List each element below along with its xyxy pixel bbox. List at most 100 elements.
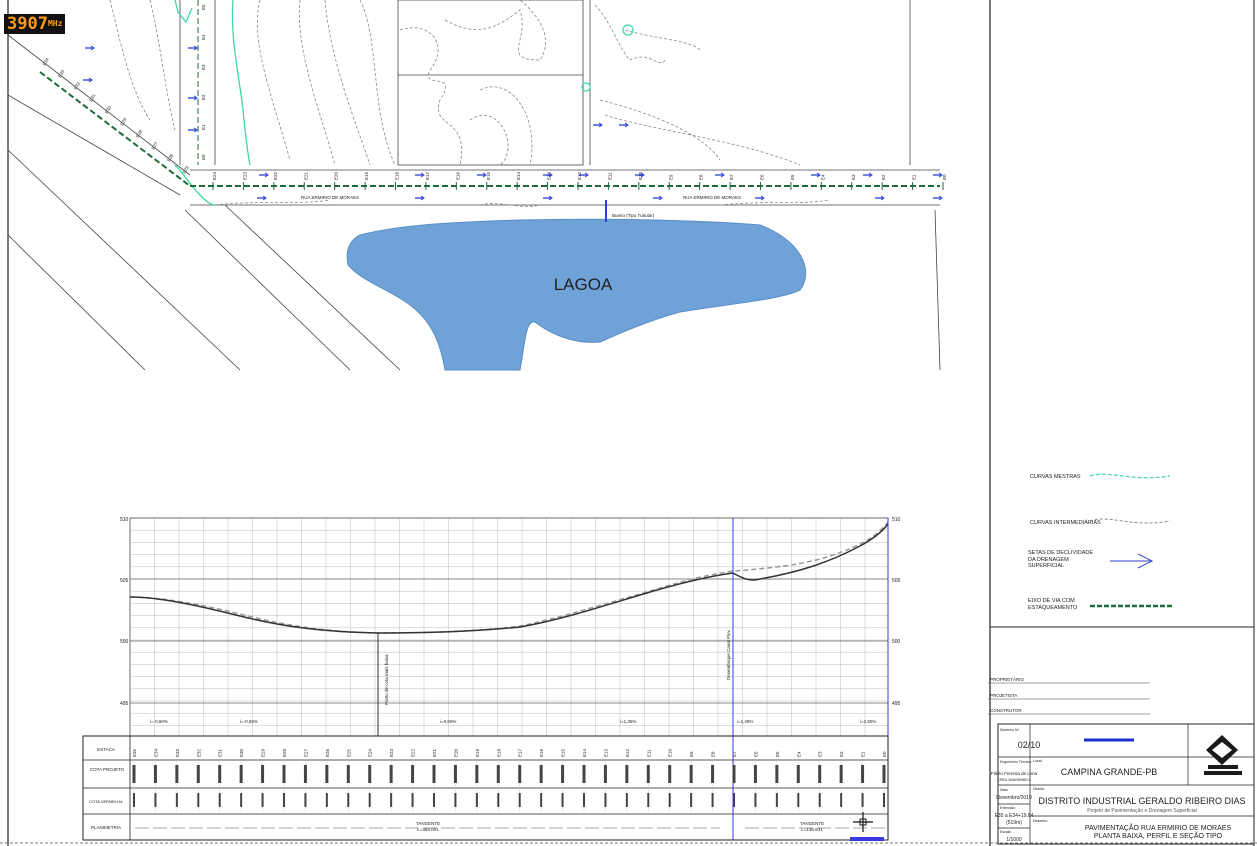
cut-value-mark <box>561 793 564 807</box>
table-station-label: E28 <box>282 748 287 757</box>
drainage-arrow-head <box>880 195 885 201</box>
row-label-planimetry: PLANIMETRIA <box>91 825 121 830</box>
drainage-arrow-head <box>193 95 198 101</box>
road-edge <box>7 234 146 371</box>
cut-value-mark <box>240 793 243 807</box>
table-station-label: E11 <box>646 749 651 757</box>
company-logo <box>1204 735 1242 775</box>
contours-intermediate <box>109 0 831 207</box>
station-label: E20 <box>334 171 339 180</box>
culvert-note: Bueiro (Tipo Tubular) <box>612 213 655 218</box>
table-station-label: E35 <box>132 748 137 757</box>
table-station-label: E13 <box>603 748 608 757</box>
table-station-label: E0 <box>882 751 887 757</box>
drainage-arrow-head <box>640 172 645 178</box>
station-label: E16 <box>455 171 460 180</box>
road-edge <box>7 94 181 196</box>
table-station-label: E30 <box>239 748 244 757</box>
station-label: E14 <box>516 171 521 180</box>
elevation-value-mark <box>882 765 886 783</box>
cut-value-mark <box>647 793 650 807</box>
elevation-value-mark <box>132 765 136 783</box>
elevation-value-mark <box>496 765 500 783</box>
place-value: CAMPINA GRANDE-PB <box>1061 767 1158 777</box>
station-label: E26 <box>166 153 175 163</box>
station-labels-vertical: E0 E1 E2 E3 E4 E5 <box>201 4 206 160</box>
elevation-value-mark <box>668 765 672 783</box>
table-station-label: E4 <box>796 751 801 757</box>
station-label: E13 <box>547 171 552 180</box>
elevation-value-mark <box>175 765 179 783</box>
station-labels-diag: E34 E33 E32 E31 E30 E29 E28 E27 E26 E25 <box>42 57 191 175</box>
station-label: E9 <box>668 174 673 180</box>
cut-value-mark <box>390 793 393 807</box>
station-label: E17 <box>425 171 430 180</box>
elevation-value-mark <box>196 765 200 783</box>
planimetry-tangent-2: TANGENTE <box>800 821 824 826</box>
table-station-label: E3 <box>818 751 823 757</box>
legend-label-intermediate: CURVAS INTERMEDIÁRIAS <box>1030 519 1101 526</box>
table-columns: E35 E34 E33 E32 E31 E30 E29 E28 E27 E26 E25 E24 E23 E… <box>132 748 887 814</box>
drainage-arrow-head <box>624 122 629 128</box>
date-label: Data: <box>1000 788 1008 792</box>
cpu-frequency-overlay: 3907MHz <box>4 14 66 34</box>
cut-value-mark <box>625 793 628 807</box>
station-label: E0 <box>942 174 947 180</box>
cut-value-mark <box>325 793 328 807</box>
cut-value-mark <box>347 793 350 807</box>
profile-view: Ponto de cota mais baixa Desemboque Cana… <box>82 517 901 841</box>
planimetry-tangent-1: TANGENTE <box>416 821 440 826</box>
slope-note: i=0,60% <box>440 719 456 724</box>
elevation-value-mark <box>646 765 650 783</box>
table-station-label: E16 <box>539 748 544 757</box>
title-block: PROPRIETÁRIO PROJETISTA CONSTRUTOR Desen… <box>988 626 1255 845</box>
station-label: E31 <box>88 93 97 103</box>
drainage-arrow-head <box>88 77 93 83</box>
row-label-cut: COTA VERMELHA <box>89 799 123 804</box>
cut-value-mark <box>754 793 757 807</box>
elevation-value-mark <box>411 765 415 783</box>
elevation-value-mark <box>282 765 286 783</box>
station-label: E25 <box>182 165 191 175</box>
station-label: E12 <box>577 171 582 180</box>
street-name: RUA ERMIRIO DE MORAES <box>301 195 359 200</box>
drainage-arrow-head <box>938 172 943 178</box>
mhz-value: 3907 <box>7 14 48 34</box>
y-label-right: 500 <box>892 639 901 645</box>
road-edge <box>7 34 191 176</box>
planimetry-length-2: L=136.831 <box>801 827 823 832</box>
district-label: Distrito: <box>1033 787 1045 791</box>
y-label-left: 495 <box>120 701 129 707</box>
table-station-label: E2 <box>839 751 844 757</box>
station-label: E1 <box>201 124 206 130</box>
y-label-right: 505 <box>892 578 901 584</box>
table-station-label: E17 <box>518 748 523 757</box>
elevation-value-mark <box>796 765 800 783</box>
station-label: E33 <box>57 69 66 79</box>
elevation-value-mark <box>346 765 350 783</box>
logo-diamond-inner <box>1212 742 1232 758</box>
drainage-arrow-head <box>482 172 487 178</box>
drainage-arrow-head <box>548 172 553 178</box>
elevation-value-mark <box>561 765 565 783</box>
station-label: E30 <box>104 105 113 115</box>
drawing-label: Desenho: <box>1033 819 1048 823</box>
y-label-right: 495 <box>892 701 901 707</box>
legend-label-axis: EIXO DE VIA COM ESTAQUEAMENTO <box>1028 598 1078 611</box>
station-label: E2 <box>201 94 206 100</box>
legend-swatch-intermediate <box>1089 518 1171 524</box>
road-edge <box>934 209 941 371</box>
station-label: E22 <box>273 171 278 180</box>
plan-view: LAGOA RUA ERMIRIO DE MORAES RUA ERMIRIO … <box>7 0 941 371</box>
cut-value-mark <box>840 793 843 807</box>
table-station-label: E10 <box>668 748 673 757</box>
cut-value-mark <box>218 793 221 807</box>
district-sub: Projeto de Pavimentação e Drenagem Super… <box>1087 808 1197 814</box>
table-station-label: E18 <box>496 748 501 757</box>
cut-value-mark <box>368 793 371 807</box>
title-table <box>997 723 1255 845</box>
station-label: E32 <box>73 81 82 91</box>
elevation-value-mark <box>818 765 822 783</box>
elevation-value-mark <box>389 765 393 783</box>
